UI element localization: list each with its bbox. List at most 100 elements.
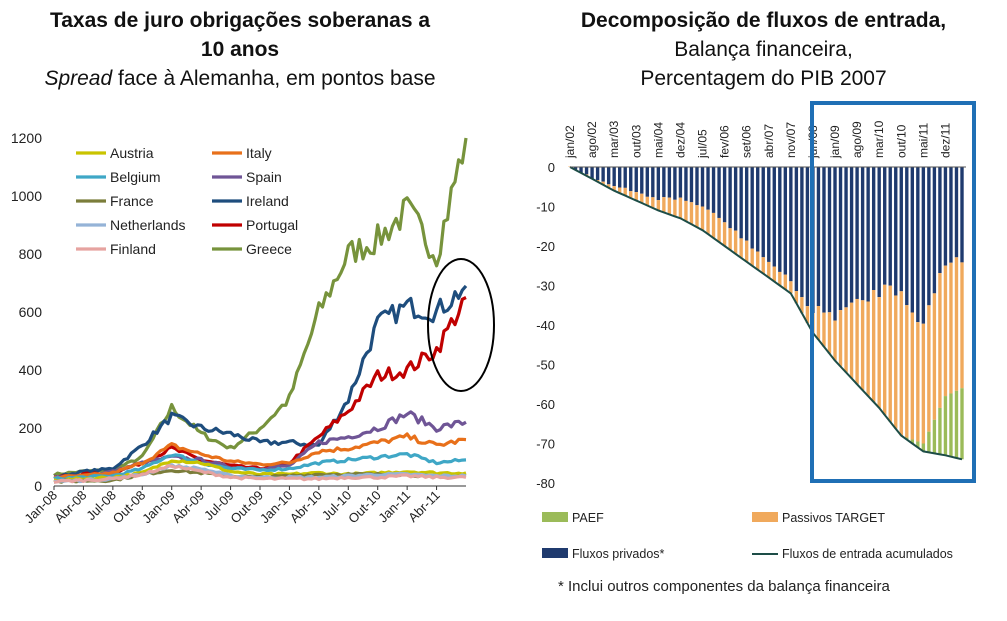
y-tick-label: -70: [536, 437, 555, 452]
bar-target: [761, 257, 765, 274]
bar-private: [656, 167, 661, 201]
bar-target: [860, 300, 865, 391]
right-chart-title-block: Decomposição de fluxos de entrada, Balan…: [520, 6, 1007, 93]
bar-private: [778, 167, 782, 272]
bar-private: [612, 167, 616, 187]
bar-private: [684, 167, 688, 201]
bar-target: [905, 305, 909, 438]
bar-target: [750, 248, 754, 266]
x-tick-label: jul/05: [696, 129, 710, 159]
bar-private: [932, 167, 937, 294]
bar-private: [667, 167, 672, 198]
bar-private: [584, 167, 589, 175]
y-tick-label: 0: [34, 478, 42, 494]
bar-private: [750, 167, 754, 249]
bar-target: [789, 281, 793, 294]
y-tick-label: -10: [536, 200, 555, 215]
x-tick-label: dez/04: [673, 122, 687, 158]
legend-label: Spain: [246, 169, 282, 185]
bar-target: [899, 291, 903, 436]
bar-paef: [943, 396, 948, 456]
bar-private: [629, 167, 633, 192]
bar-target: [656, 200, 661, 211]
subtitle-rest: face à Alemanha, em pontos base: [112, 67, 436, 90]
bar-private: [579, 167, 583, 173]
bar-private: [733, 167, 738, 231]
bar-target: [916, 322, 920, 442]
bar-private: [844, 167, 848, 308]
bar-private: [905, 167, 909, 306]
bar-private: [883, 167, 887, 285]
bar-private: [645, 167, 649, 197]
highlight-ellipse: [427, 258, 495, 392]
x-tick-label: mar/10: [872, 120, 886, 158]
bar-target: [700, 206, 705, 231]
y-tick-label: -20: [536, 239, 555, 254]
y-tick-label: -50: [536, 358, 555, 373]
bar-target: [833, 320, 837, 361]
bar-private: [938, 167, 942, 274]
bar-private: [833, 167, 837, 321]
right-area-chart: 0 -10 -20 -30 -40 -50 -60 -70 -80 jan/02 ago/02 mar…: [536, 101, 976, 561]
bar-private: [662, 167, 666, 198]
y-tick-label: 1000: [11, 188, 42, 204]
x-tick-label: out/03: [629, 124, 643, 158]
series-line-greece: [53, 137, 468, 477]
x-tick-label: fev/06: [718, 125, 732, 158]
bar-target: [678, 197, 683, 219]
bar-private: [805, 167, 810, 307]
bar-private: [910, 167, 914, 313]
x-tick-label: mar/03: [607, 120, 621, 158]
bar-private: [794, 167, 799, 292]
left-chart-title-block: Taxas de juro obrigações soberanas a 10 …: [0, 6, 480, 93]
series-line-portugal: [53, 296, 467, 479]
y-tick-label: 600: [19, 304, 43, 320]
bar-paef: [927, 431, 931, 453]
bar-target: [838, 310, 843, 367]
bar-private: [954, 167, 959, 258]
bar-private: [838, 167, 843, 311]
legend-label: Ireland: [246, 193, 289, 209]
series-line-ireland: [53, 284, 468, 479]
legend-label: Greece: [246, 241, 292, 257]
legend-label: Fluxos privados*: [572, 547, 665, 561]
x-tick-label: Jan-11: [375, 488, 413, 526]
bar-target: [623, 187, 627, 196]
bar-target: [722, 222, 727, 246]
bar-target: [756, 251, 760, 270]
bar-target: [772, 266, 776, 282]
bar-paef: [960, 388, 964, 460]
bar-private: [618, 167, 622, 188]
x-tick-label: ago/09: [850, 121, 864, 158]
y-tick-label: -80: [536, 476, 555, 491]
bar-private: [789, 167, 793, 282]
legend-label: Portugal: [246, 217, 298, 233]
bar-private: [695, 167, 699, 206]
bar-target: [767, 261, 771, 278]
bar-private: [595, 167, 600, 180]
bar-private: [601, 167, 605, 182]
x-tick-label: jan/09: [828, 125, 842, 159]
bar-target: [871, 289, 876, 403]
bar-private: [711, 167, 716, 213]
legend-label: Austria: [110, 145, 154, 161]
bar-target: [612, 186, 616, 191]
bar-target: [733, 230, 738, 254]
bar-private: [943, 167, 948, 266]
bar-target: [601, 181, 605, 185]
bar-target: [667, 197, 672, 215]
bar-private: [871, 167, 876, 290]
bar-target: [938, 273, 942, 408]
bar-private: [623, 167, 627, 188]
bar-target: [894, 295, 898, 429]
bar-target: [618, 187, 622, 194]
bar-private: [640, 167, 644, 194]
bar-target: [695, 205, 699, 228]
bar-target: [849, 302, 854, 379]
y-tick-label: 1200: [11, 130, 42, 146]
bar-private: [700, 167, 705, 207]
x-tick-label: abr/07: [762, 124, 776, 158]
legend-swatch: [542, 548, 568, 558]
bar-private: [849, 167, 854, 303]
